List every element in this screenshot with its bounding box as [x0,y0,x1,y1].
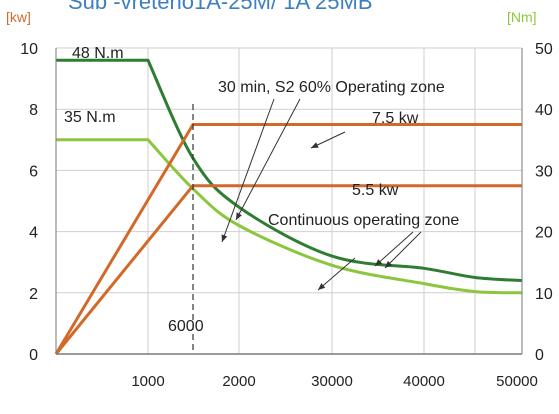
right-tick-label: 10 [535,286,553,303]
corner-speed-label: 6000 [168,318,204,335]
arrowhead [375,259,383,266]
annotation-arrow [221,98,275,243]
left-axis-unit: [kw] [6,9,31,25]
annotation-arrow [235,98,301,221]
left-tick-label: 8 [29,102,38,119]
arrowhead [311,142,319,148]
right-tick-label: 30 [535,163,553,180]
x-tick-label: 30000 [311,373,353,390]
right-tick-label: 50 [535,41,553,58]
zone-continuous-label: Continuous operating zone [268,212,459,229]
chart-title: Sub -vreteno1A-25M/ 1A 25MB [68,0,373,14]
series-lines [54,58,523,355]
power-s2-label: 7.5 kw [372,110,419,127]
power-continuous-line [54,184,522,355]
x-tick-label: 2000 [222,373,255,390]
right-tick-label: 40 [535,102,553,119]
arrowhead [236,212,242,220]
annotation-arrow [384,231,422,269]
left-tick-label: 0 [29,347,38,364]
annotations: 48 N.m 35 N.m 30 min, S2 60% Operating zon… [64,45,459,335]
right-tick-label: 0 [535,347,544,364]
torque-s2-label: 48 N.m [72,45,124,62]
right-axis-unit: [Nm] [507,9,537,25]
left-tick-label: 4 [29,225,38,242]
x-tick-label: 1000 [131,373,164,390]
arrowhead [221,234,228,242]
right-tick-label: 20 [535,225,553,242]
power-s2-line [54,123,522,355]
x-tick-label: 50000 [496,373,538,390]
left-tick-label: 6 [29,163,38,180]
x-tick-label: 40000 [403,373,445,390]
arrowhead [318,283,326,290]
arrowhead [385,260,393,268]
zone-s2-label: 30 min, S2 60% Operating zone [218,79,445,96]
left-tick-label: 2 [29,286,38,303]
annotation-arrow [317,257,356,291]
left-tick-label: 10 [20,41,38,58]
torque-continuous-label: 35 N.m [64,109,116,126]
torque-s2-curve [56,58,523,283]
annotation-arrow [374,231,414,267]
grid [56,47,522,354]
power-continuous-label: 5.5 kw [352,182,399,199]
